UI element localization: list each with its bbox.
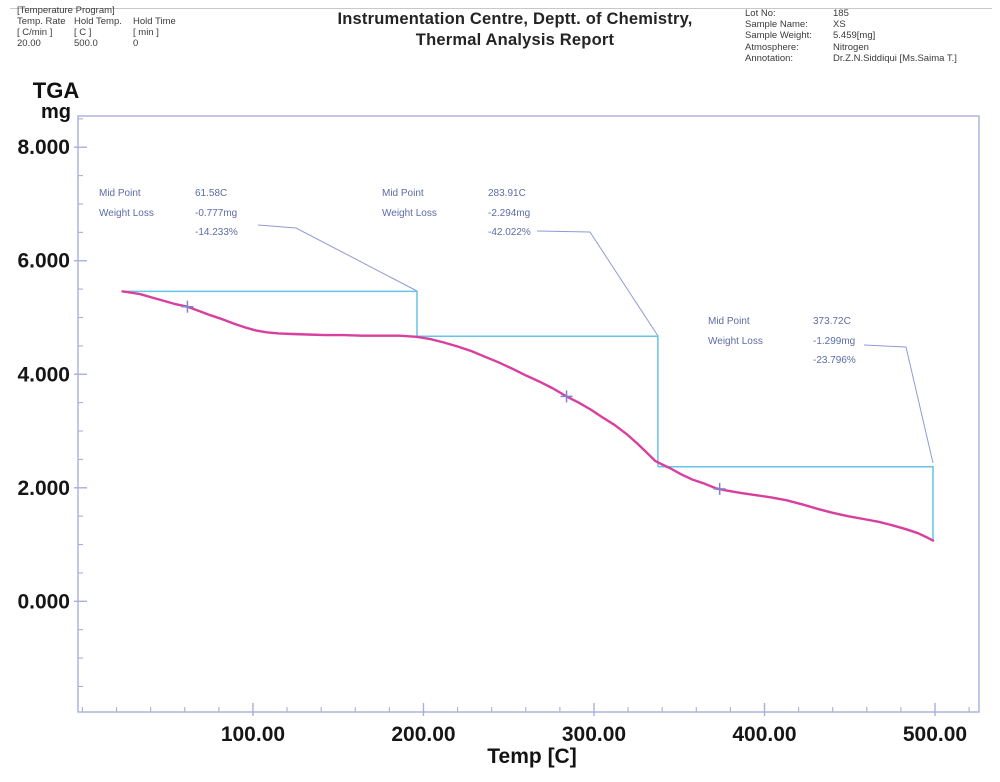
tp-col-rate-name: Temp. Rate: [17, 16, 66, 27]
annotation-midpoint-3: Mid Point 373.72C Weight Loss -1.299mg -…: [708, 312, 856, 371]
svg-text:200.00: 200.00: [391, 723, 455, 746]
tp-col-hold-time-unit: [ min ]: [133, 27, 159, 38]
mid-point-value: 283.91C: [488, 188, 526, 199]
weight-loss-mg: -0.777mg: [195, 207, 238, 219]
atmosphere-label: Atmosphere:: [745, 41, 799, 53]
weight-loss-label: Weight Loss: [382, 207, 437, 219]
mid-point-label: Mid Point: [708, 316, 750, 327]
sample-info-row: Sample Name: XS: [745, 19, 957, 30]
temperature-program-title: [Temperature Program]: [17, 5, 115, 16]
tp-col-hold-time-value: 0: [133, 38, 139, 49]
tp-col-hold-temp-value: 500.0: [74, 38, 98, 49]
sample-info-row: Lot No: 185: [745, 8, 957, 19]
mid-point-value: 373.72C: [813, 316, 851, 327]
svg-text:300.00: 300.00: [562, 723, 626, 746]
weight-loss-mg: -1.299mg: [813, 335, 856, 347]
sample-name-label: Sample Name:: [745, 19, 808, 31]
weight-loss-spacer: [382, 223, 488, 243]
lot-no-value: 185: [833, 8, 849, 19]
x-axis-title: Temp [C]: [487, 745, 577, 768]
page-top-rule: [10, 8, 992, 9]
weight-loss-pct: -23.796%: [813, 355, 856, 366]
sample-info-block: Lot No: 185 Sample Name: XS Sample Weigh…: [745, 8, 957, 64]
annotation-row: -42.022%: [382, 223, 531, 243]
mid-point-value: 61.58C: [195, 188, 228, 199]
mid-point-label: Mid Point: [99, 188, 141, 199]
atmosphere-value: Nitrogen: [833, 41, 869, 53]
tp-col-rate-value: 20.00: [17, 38, 41, 49]
annotation-label: Annotation:: [745, 52, 794, 64]
annotation-row: Mid Point 373.72C: [708, 312, 856, 332]
tp-col-hold-time-name: Hold Time: [133, 16, 176, 27]
annotation-value: Dr.Z.N.Siddiqui [Ms.Saima T.]: [833, 52, 957, 64]
sample-info-row: Sample Weight: 5.459[mg]: [745, 30, 957, 41]
temperature-program-block: [Temperature Program] Temp. Rate Hold Te…: [17, 5, 203, 49]
report-title-line1: Instrumentation Centre, Deptt. of Chemis…: [337, 10, 693, 28]
svg-text:0.000: 0.000: [17, 590, 70, 613]
y-axis-title: TGA mg: [21, 79, 91, 123]
weight-loss-label: Weight Loss: [708, 335, 763, 347]
sample-info-row: Annotation: Dr.Z.N.Siddiqui [Ms.Saima T.…: [745, 53, 957, 64]
mid-point-label: Mid Point: [382, 188, 424, 199]
weight-loss-label: Weight Loss: [99, 207, 154, 219]
weight-loss-spacer: [708, 351, 813, 371]
svg-text:500.00: 500.00: [903, 723, 967, 746]
report-title: Instrumentation Centre, Deptt. of Chemis…: [280, 9, 750, 51]
temperature-program-table: Temp. Rate Hold Temp. Hold Time [ C/min …: [17, 16, 203, 49]
annotation-row: -14.233%: [99, 223, 238, 243]
annotation-midpoint-2: Mid Point 283.91C Weight Loss -2.294mg -…: [382, 184, 531, 243]
tp-col-rate-unit: [ C/min ]: [17, 27, 53, 38]
sample-info-row: Atmosphere: Nitrogen: [745, 42, 957, 53]
annotation-row: Weight Loss -0.777mg: [99, 204, 238, 224]
sample-weight-value: 5.459[mg]: [833, 30, 876, 42]
y-axis-title-tga: TGA: [32, 78, 80, 103]
report-title-line2: Thermal Analysis Report: [415, 31, 615, 49]
svg-text:2.000: 2.000: [17, 477, 70, 500]
annotation-midpoint-1: Mid Point 61.58C Weight Loss -0.777mg -1…: [99, 184, 238, 243]
sample-weight-label: Sample Weight:: [745, 30, 812, 42]
svg-text:100.00: 100.00: [221, 723, 285, 746]
svg-text:6.000: 6.000: [17, 250, 70, 273]
annotation-row: Weight Loss -1.299mg: [708, 332, 856, 352]
svg-text:400.00: 400.00: [732, 723, 796, 746]
tp-col-hold-temp-name: Hold Temp.: [74, 16, 122, 27]
weight-loss-spacer: [99, 223, 195, 243]
annotation-row: -23.796%: [708, 351, 856, 371]
svg-text:4.000: 4.000: [17, 363, 70, 386]
tp-col-hold-temp-unit: [ C ]: [74, 27, 92, 38]
annotation-row: Mid Point 61.58C: [99, 184, 238, 204]
weight-loss-pct: -14.233%: [195, 227, 238, 238]
y-axis-title-mg: mg: [41, 101, 71, 123]
svg-text:8.000: 8.000: [17, 136, 70, 159]
sample-name-value: XS: [833, 19, 846, 31]
annotation-row: Weight Loss -2.294mg: [382, 204, 531, 224]
annotation-row: Mid Point 283.91C: [382, 184, 531, 204]
weight-loss-pct: -42.022%: [488, 227, 531, 238]
lot-no-label: Lot No:: [745, 8, 776, 19]
weight-loss-mg: -2.294mg: [488, 207, 531, 219]
